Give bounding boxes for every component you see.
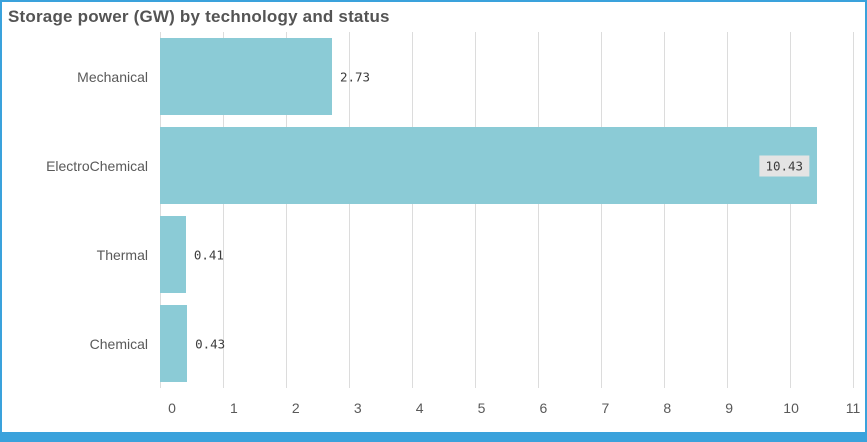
value-label-thermal: 0.41 (193, 247, 224, 262)
x-tick-label: 1 (230, 400, 238, 416)
bottom-border-strip (2, 432, 865, 440)
value-label-electrochemical: 10.43 (759, 155, 810, 176)
x-tick-label: 8 (663, 400, 672, 416)
category-label-chemical: Chemical (89, 335, 148, 352)
bar-track-mechanical: 2.73 (160, 32, 853, 121)
x-tick-label: 11 (845, 400, 861, 416)
chart-body: Mechanical ElectroChemical Thermal Chemi… (2, 32, 865, 388)
x-tick-label: 3 (353, 400, 362, 416)
bar-chemical[interactable] (160, 304, 188, 383)
bar-rows: 2.73 10.43 0.41 0.43 (160, 32, 853, 388)
bar-mechanical[interactable] (160, 37, 332, 116)
value-label-mechanical: 2.73 (339, 69, 371, 84)
bar-electrochemical[interactable] (160, 126, 818, 205)
x-tick-label: 5 (477, 400, 486, 416)
bar-track-thermal: 0.41 (160, 210, 853, 299)
x-tick-label: 10 (783, 400, 799, 416)
value-label-chemical: 0.43 (195, 336, 226, 351)
bar-track-chemical: 0.43 (160, 299, 853, 388)
x-tick-label: 2 (291, 400, 300, 416)
category-label-mechanical: Mechanical (77, 68, 148, 85)
x-axis-row: 0 1 2 3 4 5 6 7 8 9 10 11 (2, 388, 865, 432)
x-axis: 0 1 2 3 4 5 6 7 8 9 10 11 (168, 388, 860, 432)
x-tick-label: 9 (725, 400, 734, 416)
plot-area: 2.73 10.43 0.41 0.43 (159, 32, 854, 388)
x-tick-label: 6 (539, 400, 548, 416)
category-axis: Mechanical ElectroChemical Thermal Chemi… (2, 32, 160, 388)
x-tick-label: 0 (168, 400, 176, 416)
chart-title: Storage power (GW) by technology and sta… (8, 7, 390, 26)
bar-thermal[interactable] (160, 215, 186, 294)
x-tick-label: 4 (415, 400, 424, 416)
x-axis-spacer (2, 388, 172, 432)
bar-track-electrochemical: 10.43 (160, 121, 853, 210)
x-tick-label: 7 (601, 400, 610, 416)
category-label-electrochemical: ElectroChemical (46, 157, 148, 174)
category-label-thermal: Thermal (96, 246, 148, 263)
